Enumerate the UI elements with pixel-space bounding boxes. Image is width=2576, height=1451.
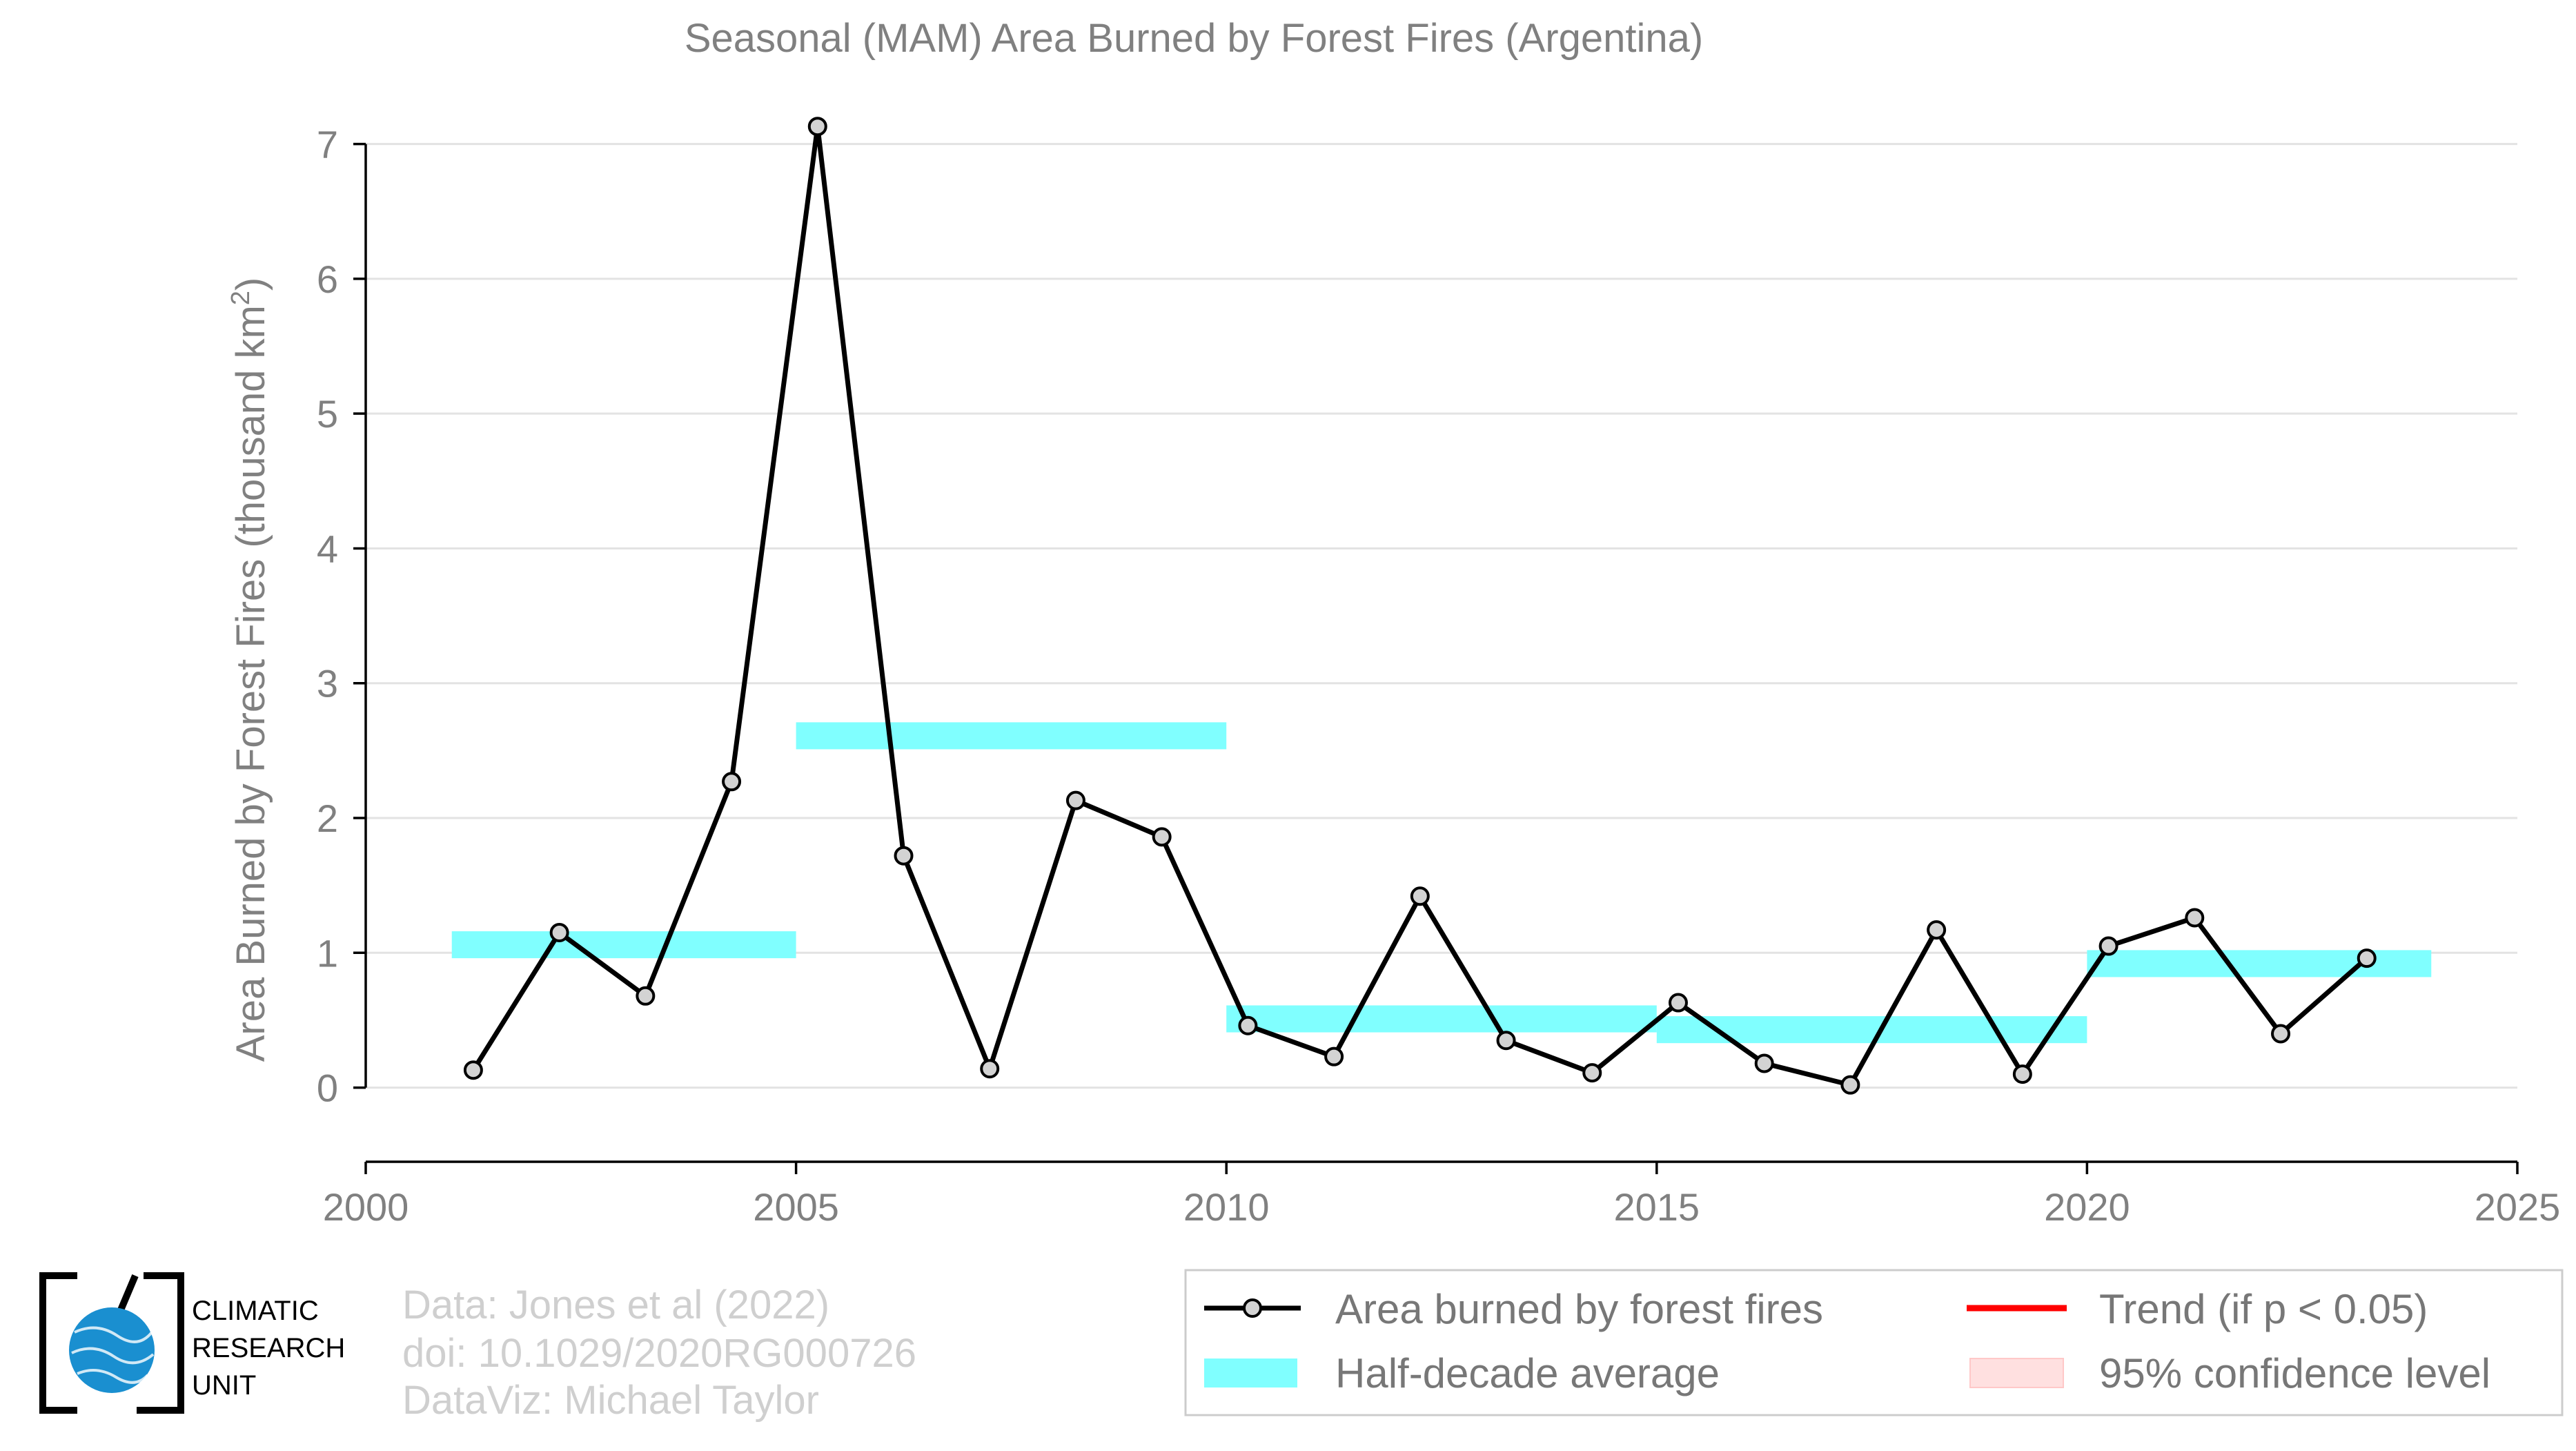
y-axis-label: Area Burned by Forest Fires (thousand km… xyxy=(226,277,273,1062)
legend-box xyxy=(1184,1269,2564,1416)
x-tick-labels: 2000 2005 2010 2015 2020 2025 xyxy=(323,1160,2561,1229)
logo-text-3: UNIT xyxy=(192,1370,256,1401)
data-point-0 xyxy=(463,1060,483,1080)
data-point-16 xyxy=(1840,1075,1860,1095)
y-tick-label-1: 1 xyxy=(317,931,338,975)
credit-data: Data: Jones et al (2022) xyxy=(402,1283,829,1327)
y-tick-label-5: 5 xyxy=(317,392,338,436)
data-point-18 xyxy=(2012,1064,2032,1084)
cru-logo: CLIMATIC RESEARCH UNIT xyxy=(39,1272,345,1414)
data-point-8 xyxy=(1152,827,1172,847)
data-point-9 xyxy=(1238,1015,1258,1035)
y-axis-label-superscript: 2 xyxy=(226,291,255,305)
data-point-20 xyxy=(2185,908,2205,928)
y-axis-label-main: Area Burned by Forest Fires (thousand km xyxy=(228,305,273,1062)
data-point-19 xyxy=(2098,936,2118,956)
data-point-2 xyxy=(636,986,656,1006)
data-point-10 xyxy=(1324,1046,1344,1067)
x-tick-label-2005: 2005 xyxy=(753,1185,839,1229)
half-decade-bands xyxy=(451,722,2432,1044)
data-point-22 xyxy=(2357,948,2377,968)
data-point-6 xyxy=(980,1059,1000,1079)
legend-swatch-confidence xyxy=(1969,1358,2064,1388)
data-point-21 xyxy=(2271,1024,2291,1044)
data-point-4 xyxy=(807,117,827,137)
half-decade-bar-0 xyxy=(451,931,796,959)
y-tick-label-3: 3 xyxy=(317,662,338,705)
legend-label-halfdecade: Half-decade average xyxy=(1335,1350,1720,1396)
data-point-15 xyxy=(1754,1053,1774,1073)
data-point-12 xyxy=(1496,1031,1516,1051)
data-point-7 xyxy=(1065,790,1085,810)
y-tick-labels: 0 1 2 3 4 5 6 7 xyxy=(317,123,367,1110)
logo-slash xyxy=(117,1274,139,1313)
data-point-1 xyxy=(549,923,569,943)
globe-lines xyxy=(71,1326,155,1384)
credit-doi: doi: 10.1029/2020RG000726 xyxy=(402,1331,916,1376)
credits: Data: Jones et al (2022) doi: 10.1029/20… xyxy=(402,1283,916,1423)
legend-label-trend: Trend (if p < 0.05) xyxy=(2099,1286,2428,1332)
x-tick-label-2020: 2020 xyxy=(2044,1185,2130,1229)
logo-text-2: RESEARCH xyxy=(192,1333,345,1363)
legend-label-area: Area burned by forest fires xyxy=(1335,1286,1823,1332)
half-decade-bar-3 xyxy=(1656,1016,2087,1044)
x-tick-label-2000: 2000 xyxy=(323,1185,409,1229)
x-tick-label-2025: 2025 xyxy=(2475,1185,2561,1229)
data-point-14 xyxy=(1668,993,1688,1013)
half-decade-bar-1 xyxy=(796,722,1227,750)
series-area-burned xyxy=(463,117,2377,1095)
y-tick-label-2: 2 xyxy=(317,797,338,840)
data-point-11 xyxy=(1410,886,1430,906)
data-point-5 xyxy=(894,846,914,866)
x-tick-label-2015: 2015 xyxy=(1614,1185,1700,1229)
half-decade-bar-4 xyxy=(2087,950,2432,977)
y-tick-label-6: 6 xyxy=(317,257,338,301)
data-point-3 xyxy=(722,772,742,792)
half-decade-bar-2 xyxy=(1226,1005,1657,1033)
legend-swatch-halfdecade xyxy=(1204,1359,1297,1387)
data-point-17 xyxy=(1927,920,1947,940)
legend-swatch-marker xyxy=(1243,1298,1262,1318)
credit-dataviz: DataViz: Michael Taylor xyxy=(402,1378,819,1423)
y-tick-label-0: 0 xyxy=(317,1067,338,1110)
x-tick-label-2010: 2010 xyxy=(1183,1185,1270,1229)
y-axis-label-end: ) xyxy=(228,277,273,291)
logo-text-1: CLIMATIC xyxy=(192,1296,319,1326)
logo-bracket-right xyxy=(137,1272,184,1414)
legend: Area burned by forest fires Half-decade … xyxy=(1184,1269,2564,1416)
y-tick-label-7: 7 xyxy=(317,123,338,166)
chart-title: Seasonal (MAM) Area Burned by Forest Fir… xyxy=(685,16,1703,61)
data-point-13 xyxy=(1582,1063,1602,1083)
y-tick-label-4: 4 xyxy=(317,527,338,570)
logo-bracket-left xyxy=(39,1272,77,1414)
legend-label-confidence: 95% confidence level xyxy=(2099,1350,2490,1396)
